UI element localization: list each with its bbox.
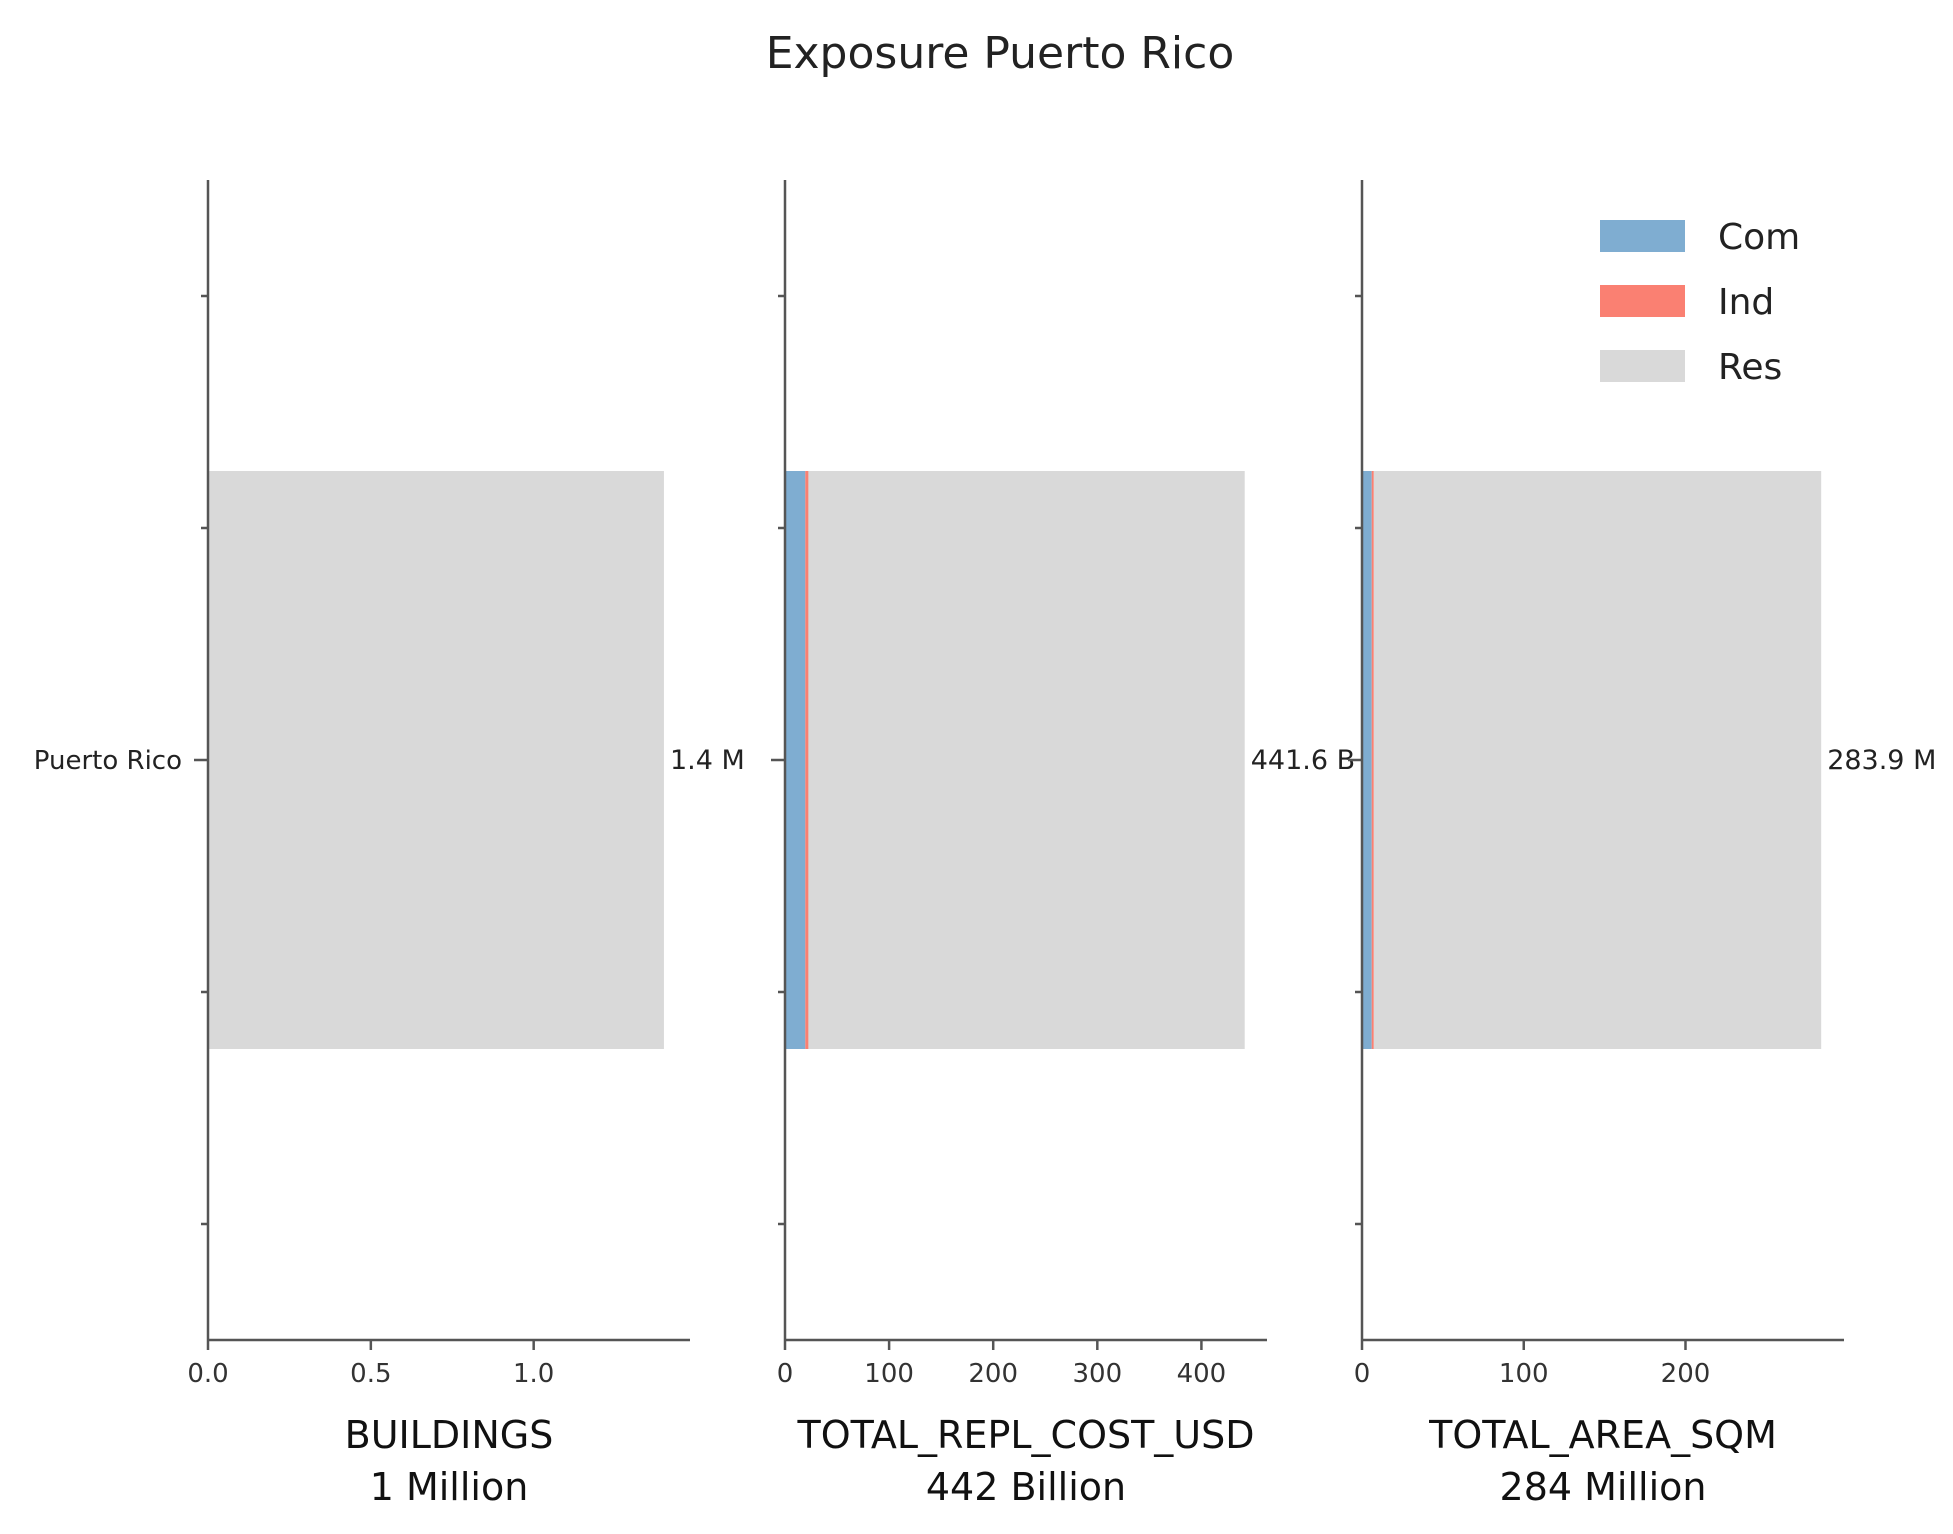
x-tick-label: 200 (968, 1359, 1018, 1389)
total-label: 283.9 M (1827, 745, 1936, 776)
bar-res (208, 471, 664, 1049)
x-axis-title: BUILDINGS (345, 1413, 554, 1457)
bar-res (1373, 471, 1822, 1049)
total-label: 1.4 M (670, 745, 745, 776)
x-axis-subtitle: 1 Million (370, 1465, 529, 1509)
bar-ind (805, 471, 809, 1049)
x-tick-label: 200 (1661, 1359, 1711, 1389)
x-axis-title: TOTAL_AREA_SQM (1428, 1413, 1777, 1457)
bar-ind (1371, 471, 1374, 1049)
chart-legend: Com Ind Res (1600, 217, 1800, 388)
x-axis-subtitle: 442 Billion (926, 1465, 1126, 1509)
legend-label-res: Res (1718, 347, 1782, 388)
x-tick-label: 400 (1177, 1359, 1227, 1389)
legend-label-com: Com (1718, 217, 1800, 258)
total-label: 441.6 B (1251, 745, 1355, 776)
x-axis-title: TOTAL_REPL_COST_USD (796, 1413, 1254, 1457)
legend-swatch-res (1600, 350, 1685, 382)
bar-res (808, 471, 1245, 1049)
legend-swatch-com (1600, 220, 1685, 252)
x-tick-label: 1.0 (513, 1359, 554, 1389)
bar-com (785, 471, 806, 1049)
x-tick-label: 0 (777, 1359, 794, 1389)
legend-label-ind: Ind (1718, 282, 1774, 323)
panel-1: 1.4 M 0.0 0.5 1.0 BUILDINGS 1 Million Puerto R… (34, 180, 745, 1509)
legend-swatch-ind (1600, 285, 1685, 317)
x-axis-subtitle: 284 Million (1500, 1465, 1707, 1509)
x-tick-label: 100 (1499, 1359, 1549, 1389)
category-label: Puerto Rico (34, 746, 182, 776)
x-tick-label: 0.0 (187, 1359, 228, 1389)
x-tick-label: 0.5 (350, 1359, 391, 1389)
x-tick-label: 300 (1072, 1359, 1122, 1389)
bar-com (1362, 471, 1372, 1049)
x-tick-label: 0 (1354, 1359, 1371, 1389)
chart-title: Exposure Puerto Rico (766, 28, 1235, 79)
panel-2: 441.6 B 0 100 200 300 400 TOTAL_REPL_COST_USD 4… (771, 180, 1355, 1509)
x-tick-label: 100 (864, 1359, 914, 1389)
panel-3: 283.9 M 0 100 200 TOTAL_AREA_SQM 284 Million (1348, 180, 1936, 1509)
chart-panels: 1.4 M 0.0 0.5 1.0 BUILDINGS 1 Million Puerto R… (34, 180, 1936, 1509)
